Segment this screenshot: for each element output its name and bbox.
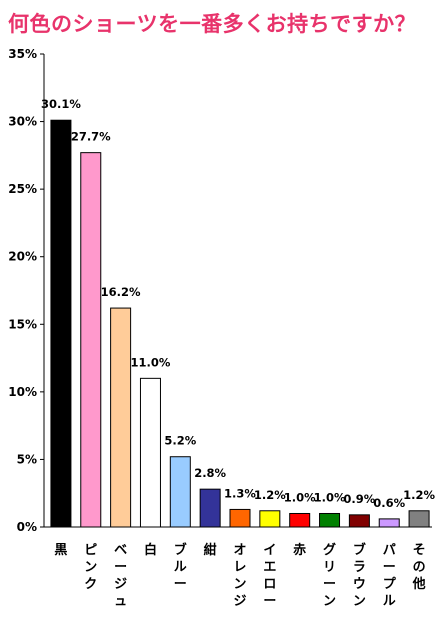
x-category-char: ウ	[353, 577, 366, 592]
data-label: 1.2%	[254, 488, 286, 502]
x-category-char: エ	[263, 560, 276, 575]
x-category-char: パ	[383, 543, 396, 558]
data-label: 1.0%	[284, 490, 316, 504]
data-label: 2.8%	[194, 466, 226, 480]
x-category-char: ベ	[114, 543, 127, 558]
data-label: 11.0%	[131, 355, 171, 369]
x-category-char: ラ	[353, 560, 366, 575]
x-category-char: ン	[353, 594, 366, 609]
bar	[169, 456, 191, 528]
data-label: 0.6%	[373, 496, 405, 510]
x-category-char: 黒	[54, 542, 67, 558]
y-tick-label: 15%	[8, 317, 37, 331]
x-category-char: ュ	[114, 594, 127, 609]
x-category-char: オ	[233, 543, 246, 558]
x-category-char: 紺	[204, 542, 217, 558]
data-label: 30.1%	[41, 97, 81, 111]
y-tick-label: 20%	[8, 250, 37, 264]
bar	[110, 307, 132, 528]
x-category-char: そ	[413, 543, 426, 558]
x-category-char: ー	[174, 577, 187, 592]
bar	[199, 488, 221, 528]
y-tick-label: 10%	[8, 385, 37, 399]
x-category-label: ブルー	[174, 542, 187, 592]
x-category-char: イ	[263, 543, 276, 558]
x-category-char: 他	[412, 576, 426, 592]
x-category-char: ン	[84, 560, 97, 575]
data-label: 27.7%	[71, 130, 111, 144]
bar	[50, 119, 72, 528]
bar	[408, 510, 430, 528]
x-category-char: プ	[383, 577, 397, 592]
bar	[139, 377, 161, 528]
x-category-char: ブ	[353, 542, 366, 558]
bar	[319, 512, 341, 528]
x-category-label: 白	[144, 542, 157, 558]
bar	[378, 518, 400, 528]
x-axis-categories: 黒ピンクベージュ白 ブルー紺 オレンジイエロー赤 グリーンブラウンパープルその他	[54, 542, 425, 609]
data-label: 1.0%	[314, 490, 346, 504]
x-category-char: レ	[233, 560, 246, 575]
x-category-char: ー	[114, 560, 127, 575]
bar	[289, 512, 311, 528]
data-labels: 30.1%27.7%16.2%11.0%5.2%2.8%1.3%1.2%1.0%…	[41, 97, 436, 510]
bar	[259, 510, 281, 528]
y-tick-label: 35%	[8, 47, 37, 61]
x-category-char: ピ	[84, 543, 97, 558]
x-category-char: ル	[383, 594, 396, 609]
x-category-char: ジ	[114, 577, 127, 592]
x-category-char: ン	[233, 577, 246, 592]
x-category-char: リ	[323, 560, 336, 575]
y-tick-label: 0%	[17, 520, 37, 534]
data-label: 1.3%	[224, 486, 256, 500]
bar	[229, 508, 251, 528]
data-label: 0.9%	[343, 492, 375, 506]
x-category-label: 黒	[54, 542, 67, 558]
x-category-char: ク	[84, 577, 97, 592]
y-tick-label: 25%	[8, 182, 37, 196]
chart-title: 何色のショーツを一番多くお持ちですか？	[8, 12, 417, 36]
bar	[80, 152, 102, 528]
x-category-char: ブ	[174, 542, 187, 558]
x-category-char: ン	[323, 594, 336, 609]
x-category-char: ル	[174, 560, 187, 575]
x-category-char: 赤	[293, 542, 306, 558]
x-category-label: 紺	[204, 542, 217, 558]
x-category-char: ー	[323, 577, 336, 592]
x-category-char: 白	[144, 542, 157, 558]
y-tick-label: 30%	[8, 115, 37, 129]
x-category-char: の	[413, 560, 426, 575]
x-category-char: ロ	[263, 577, 276, 592]
x-category-label: ピンク	[84, 543, 97, 592]
y-tick-label: 5%	[17, 452, 37, 466]
x-category-char: ー	[383, 560, 396, 575]
bars	[50, 119, 430, 528]
x-category-char: グ	[323, 542, 336, 558]
bar	[348, 514, 370, 528]
data-label: 1.2%	[403, 488, 435, 502]
x-category-label: その他	[412, 543, 426, 592]
y-axis-ticks: 0% 5% 10% 15% 20% 25% 30% 35%	[8, 47, 44, 534]
data-label: 16.2%	[101, 285, 141, 299]
x-category-char: ー	[263, 594, 276, 609]
x-category-label: 赤	[293, 542, 306, 558]
data-label: 5.2%	[164, 434, 196, 448]
x-category-char: ジ	[233, 594, 246, 609]
